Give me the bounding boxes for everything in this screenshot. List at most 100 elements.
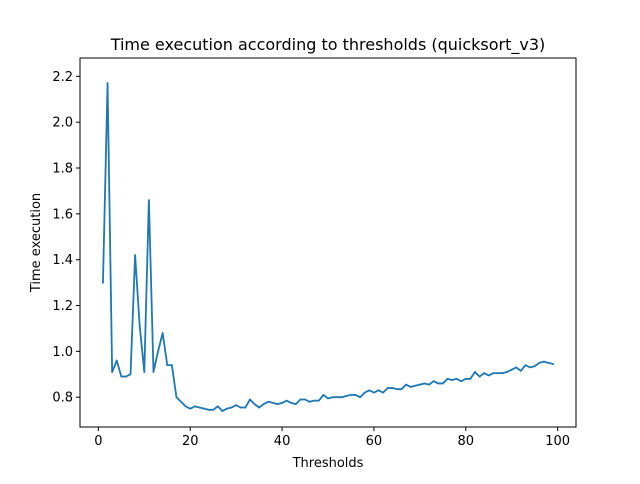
data-point [226,407,228,410]
data-point [492,372,495,375]
y-tick-label: 0.8 [52,391,73,406]
y-tick-label: 1.2 [52,299,73,314]
data-point [418,383,421,386]
x-tick-label: 0 [94,434,102,449]
data-point [533,365,536,368]
data-point [455,377,458,380]
data-point [170,364,173,367]
data-point [510,368,513,371]
data-point [267,400,270,403]
data-point [446,377,449,380]
data-point [294,403,297,405]
data-point [262,403,265,405]
data-point [207,408,210,411]
data-point [373,391,375,394]
data-point [529,366,531,369]
data-point [276,403,279,405]
y-tick-label: 2.0 [52,116,73,131]
data-point [180,400,182,403]
data-point [157,350,159,353]
data-point [464,377,467,380]
data-point [506,371,509,373]
data-point [437,382,440,385]
data-point [304,398,306,401]
data-point [519,369,522,372]
y-tick-label: 1.8 [52,162,73,177]
data-point [423,382,426,385]
x-tick-label: 80 [458,434,475,449]
data-point [359,396,362,399]
data-point [501,372,504,375]
data-point [487,374,490,377]
chart-title: Time execution according to thresholds (… [110,35,546,55]
data-point [125,375,127,378]
data-point [552,363,554,365]
data-point [524,364,527,367]
data-point [308,400,311,403]
data-point [129,373,132,376]
data-point [239,406,242,409]
data-point [538,361,541,364]
data-point [322,394,325,396]
data-point [212,408,215,411]
y-tick-label: 1.0 [52,345,73,360]
data-point [290,402,293,404]
data-point [409,385,412,388]
data-point [451,379,453,381]
data-point [350,394,352,396]
data-point [331,396,334,399]
data-point [120,375,123,378]
data-point [134,254,137,257]
data-point [203,407,205,410]
data-point [249,398,251,401]
y-axis-label: Time execution [29,193,44,293]
data-point [432,380,435,383]
x-axis-label: Thresholds [292,456,364,471]
y-tick-label: 2.2 [52,70,73,85]
data-point [382,391,385,394]
data-point [474,371,476,373]
data-point [184,405,187,408]
data-point [391,387,394,389]
x-axis-ticks: 0 20 40 60 80 100 [94,427,570,449]
data-point [111,371,114,373]
data-point [460,380,463,383]
data-point [106,82,109,85]
data-point [547,361,550,364]
data-point [166,364,169,367]
data-point [253,403,256,405]
data-point [317,399,320,402]
data-point [345,395,348,397]
data-point [542,360,545,363]
data-point [115,359,118,362]
data-point [441,382,444,385]
y-tick-label: 1.6 [52,207,73,222]
data-point [175,396,178,399]
data-point [428,383,430,386]
data-point [400,388,403,391]
y-axis-ticks: 0.8 1.0 1.2 1.4 1.6 1.8 2.0 2.2 [52,70,80,406]
data-point [235,404,238,407]
x-tick-label: 100 [545,434,570,449]
data-point [216,405,219,408]
data-point [143,371,146,373]
data-point [193,405,196,408]
data-point [469,377,472,380]
data-point [161,332,164,334]
data-point [497,372,499,375]
data-point [102,281,104,284]
data-point [189,407,192,410]
series-layer [102,82,555,412]
x-tick-label: 40 [274,434,291,449]
data-point [478,375,481,378]
data-point [230,406,233,409]
x-tick-label: 20 [182,434,199,449]
data-point [313,399,316,402]
data-point [221,410,224,412]
data-point [395,388,398,391]
data-point [152,371,155,373]
data-point [414,384,417,387]
plot-area-frame [79,57,577,428]
